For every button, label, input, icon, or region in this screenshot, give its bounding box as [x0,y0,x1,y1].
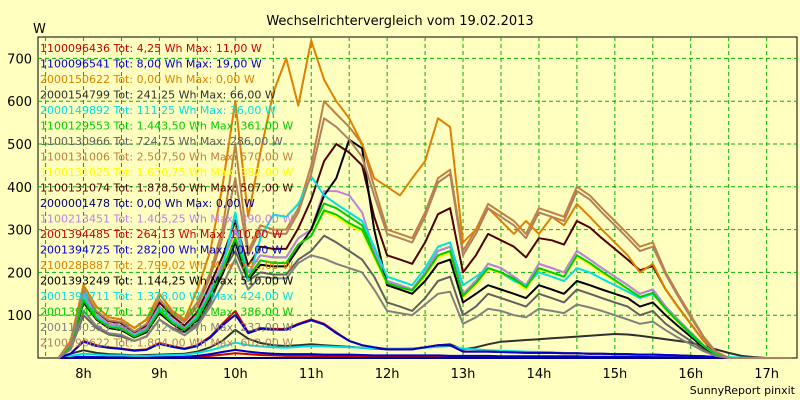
y-tick-label: 100 [7,309,32,324]
legend-entry-20: 2100290622 Tot: 1.804,00 Wh Max: 602,00 … [40,337,293,350]
y-tick-label: 400 [7,181,32,196]
legend-entry-9: 1100131025 Tot: 1.630,75 Wh Max: 382,00 … [40,166,293,179]
x-tick-label: 12h [375,367,400,382]
legend-entry-19: 2001100353 Tot: 1.012,25 Wh Max: 232,00 … [40,321,293,334]
legend-entry-5: 2000149892 Tot: 111,25 Wh Max: 36,00 W [40,104,276,117]
series-line-12 [57,190,792,359]
legend-entry-13: 2001394485 Tot: 264,13 Wh Max: 110,00 W [40,228,283,241]
series-line-19 [57,254,792,359]
legend-entry-14: 2001394725 Tot: 282,00 Wh Max: 101,00 W [40,244,283,257]
series-line-7 [57,234,792,359]
y-tick-label: 200 [7,266,32,281]
legend-entry-17: 2001394711 Tot: 1.328,00 Wh Max: 424,00 … [40,290,293,303]
legend-entry-1: 1100096436 Tot: 4,25 Wh Max: 11,00 W [40,42,262,55]
x-tick-label: 13h [451,367,476,382]
x-tick-label: 16h [678,367,703,382]
legend-entry-12: 1100213451 Tot: 1.405,25 Wh Max: 390,00 … [40,213,293,226]
legend-entry-3: 2000150622 Tot: 0,00 Wh Max: 0,00 W [40,73,255,86]
legend-entry-15: 2100288887 Tot: 2.799,02 Wh Max: 742,00 … [40,259,293,272]
series-line-20 [57,117,792,359]
series-line-16 [57,138,792,359]
y-tick-label: 700 [7,52,32,67]
y-tick-label: 300 [7,224,32,239]
legend-entry-11: 2000001478 Tot: 0,00 Wh Max: 0,00 W [40,197,255,210]
x-tick-label: 17h [754,367,779,382]
x-tick-label: 11h [299,367,324,382]
legend-entry-10: 1100131074 Tot: 1.878,50 Wh Max: 507,00 … [40,182,293,195]
x-tick-label: 8h [75,367,92,382]
plot-area: 100 200 300 400 500 600 700 8h 9h 10h 11h 12h 13h 14h… [7,36,798,382]
chart-title: Wechselrichtervergleich vom 19.02.2013 [266,14,533,29]
legend-entry-6: 1100129553 Tot: 1.443,50 Wh Max: 361,00 … [40,120,293,133]
series-line-18 [57,209,792,359]
legend-entry-4: 2000154799 Tot: 241,25 Wh Max: 66,00 W [40,89,276,102]
x-tick-label: 14h [527,367,552,382]
legend-entry-7: 1100130966 Tot: 724,75 Wh Max: 286,00 W [40,135,283,148]
footer-credit: SunnyReport pinxit [690,384,796,397]
series-line-14 [58,313,792,359]
y-tick-label: 500 [7,138,32,153]
y-axis-label: W [33,22,46,37]
x-tick-label: 9h [151,367,168,382]
x-tick-label: 10h [223,367,248,382]
legend-entry-8: 1100131006 Tot: 2.507,50 Wh Max: 570,00 … [40,151,293,164]
x-tick-label: 15h [602,367,627,382]
series-line-15 [57,39,792,359]
legend-entry-2: 1100096541 Tot: 8,00 Wh Max: 19,00 W [40,58,262,71]
legend-entry-18: 2001394877 Tot: 1.278,75 Wh Max: 386,00 … [40,306,293,319]
y-tick-label: 600 [7,95,32,110]
legend-entry-16: 2001393249 Tot: 1.144,25 Wh Max: 510,00 … [40,275,293,288]
